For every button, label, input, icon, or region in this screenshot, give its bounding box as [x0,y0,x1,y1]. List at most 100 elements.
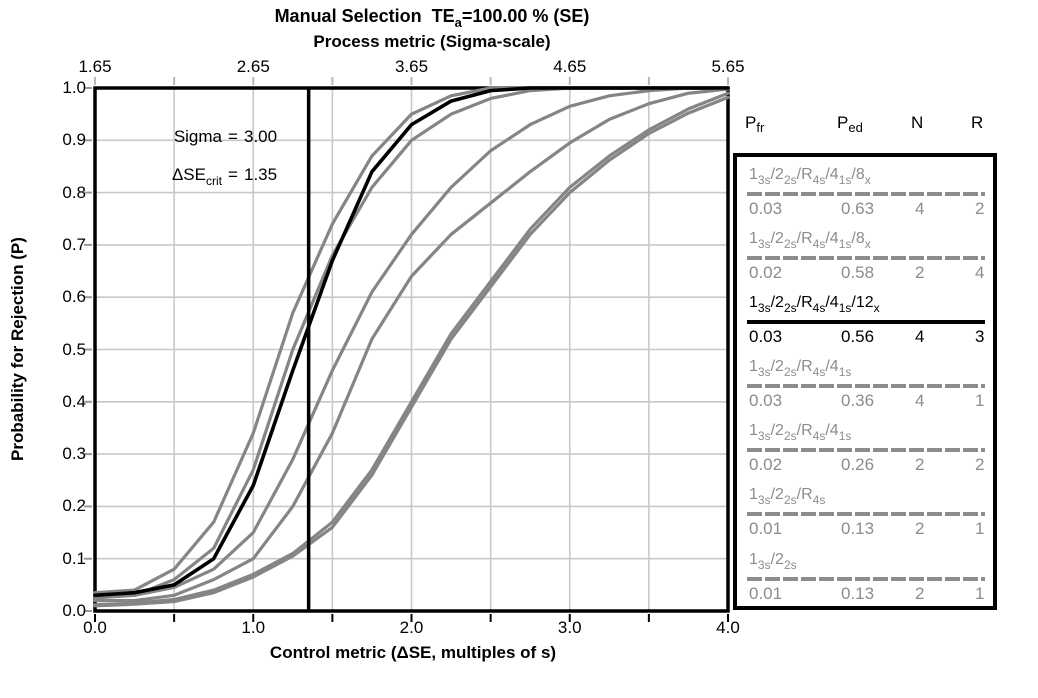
y-axis-title: Probability for Rejection (P) [8,237,27,461]
top-axis-tick-label: 1.65 [78,57,112,76]
rule-color-line-gray [747,192,985,196]
ped-value: 0.56 [841,327,875,347]
pfr-value: 0.03 [749,327,783,347]
n-value: 2 [915,519,925,539]
n-value: 4 [915,199,925,218]
y-axis-tick-label: 0.0 [62,601,86,620]
ped-value: 0.13 [841,519,875,539]
rule-row[interactable]: 13s/22s/R4s/41s/8x 0.02 0.58 2 4 [737,221,993,285]
rule-color-line-gray [747,256,985,261]
rule-curve [93,86,730,598]
dse-crit-annotation: ΔSEcrit = 1.35 [130,165,290,188]
x-axis-title: Control metric (ΔSE, multiples of s) [269,643,557,662]
title-subscript: a [454,15,462,30]
rule-row[interactable]: 13s/22s/R4s/41s/8x 0.03 0.63 4 2 [737,157,993,221]
x-axis-tick-label: 4.0 [716,618,740,637]
dse-equals: = [228,165,238,184]
rule-values: 0.03 0.56 4 3 [737,325,993,349]
pfr-value: 0.03 [749,199,783,218]
r-value: 1 [975,391,985,411]
x-axis-tick-label: 3.0 [557,618,582,637]
top-axis-tick-label: 5.65 [711,57,745,76]
r-value: 2 [975,199,985,218]
n-value: 2 [915,583,925,603]
rule-values: 0.01 0.13 2 1 [737,582,993,606]
rule-label: 13s/22s/R4s/41s [749,422,852,444]
rule-row[interactable]: 13s/22s/R4s/41s 0.03 0.36 4 1 [737,349,993,413]
r-value: 1 [975,519,985,539]
top-axis-title: Process metric (Sigma-scale) [313,32,551,51]
x-axis-tick-label: 1.0 [241,618,266,637]
sigma-label: Sigma [173,127,222,146]
n-value: 4 [915,327,925,347]
rule-curve [93,91,730,607]
rule-color-line-gray [747,448,985,453]
ped-value: 0.58 [841,263,875,283]
rule-row[interactable]: 13s/22s/R4s/41s 0.02 0.26 2 2 [737,413,993,477]
ped-value: 0.36 [841,391,875,411]
r-value: 3 [975,327,985,347]
rule-color-line-gray [747,576,985,581]
legend-header-n: N [911,113,924,132]
sigma-annotation: Sigma = 3.00 [130,127,290,147]
plot-border [93,86,730,613]
rule-values: 0.01 0.13 2 1 [737,517,993,541]
rule-color-line-gray [747,384,985,389]
pfr-value: 0.01 [749,519,783,539]
rule-label: 13s/22s [749,550,797,572]
rule-label: 13s/22s/R4s [749,486,826,508]
top-axis-tick-label: 2.65 [236,57,270,76]
rule-curve [93,87,730,603]
rule-label: 13s/22s/R4s/41s [749,358,852,380]
r-value: 4 [975,263,985,283]
rule-label: 13s/22s/R4s/41s/8x [749,230,871,252]
n-value: 2 [915,455,925,475]
rule-color-line-gray [747,512,985,517]
y-axis-tick-label: 0.6 [62,287,86,307]
y-axis-tick-label: 0.4 [62,391,86,411]
pfr-value: 0.03 [749,391,783,411]
n-value: 4 [915,391,925,411]
sigma-equals: = [228,127,238,146]
rule-values: 0.03 0.36 4 1 [737,389,993,413]
y-axis-tick-label: 0.5 [62,339,86,359]
x-axis-tick-label: 0.0 [83,618,107,637]
legend-header-pfr: Pfr [745,113,765,135]
rule-color-line-black [747,320,985,325]
dse-crit-label: ΔSEcrit [171,165,222,188]
dse-crit-value: 1.35 [244,165,278,184]
pfr-value: 0.02 [749,263,783,283]
y-axis-tick-label: 0.7 [62,234,86,254]
y-axis-tick-label: 0.3 [62,444,86,464]
r-value: 2 [975,455,985,475]
rule-label: 13s/22s/R4s/41s/8x [749,166,871,187]
selected-rule-curve [93,86,730,598]
rule-row-selected[interactable]: 13s/22s/R4s/41s/12x 0.03 0.56 4 3 [737,285,993,349]
y-axis-tick-label: 0.9 [62,130,86,150]
rule-values: 0.02 0.58 2 4 [737,261,993,285]
sigma-value: 3.00 [244,127,278,146]
y-axis-tick-label: 0.1 [62,548,86,568]
y-axis-tick-label: 1.0 [62,78,86,97]
rule-label: 13s/22s/R4s/41s/12x [749,294,880,316]
y-axis-tick-label: 0.8 [62,182,86,202]
top-axis-tick-label: 4.65 [553,57,587,76]
r-value: 1 [975,583,985,603]
x-axis-tick-label: 2.0 [399,618,424,637]
ped-value: 0.13 [841,583,875,603]
ped-value: 0.63 [841,199,875,218]
pfr-value: 0.02 [749,455,783,475]
rule-values: 0.02 0.26 2 2 [737,453,993,477]
legend-header-row: Pfr Ped N R [733,113,1009,135]
rule-row[interactable]: 13s/22s/R4s 0.01 0.13 2 1 [737,477,993,541]
top-axis-tick-label: 3.65 [394,57,429,76]
rule-values: 0.03 0.63 4 2 [737,197,993,221]
ped-value: 0.26 [841,455,875,475]
pfr-value: 0.01 [749,583,783,603]
rule-row[interactable]: 13s/22s 0.01 0.13 2 1 [737,542,993,606]
legend-header-r: R [971,113,984,132]
y-axis-tick-label: 0.2 [62,496,86,516]
rule-curve [93,95,730,608]
